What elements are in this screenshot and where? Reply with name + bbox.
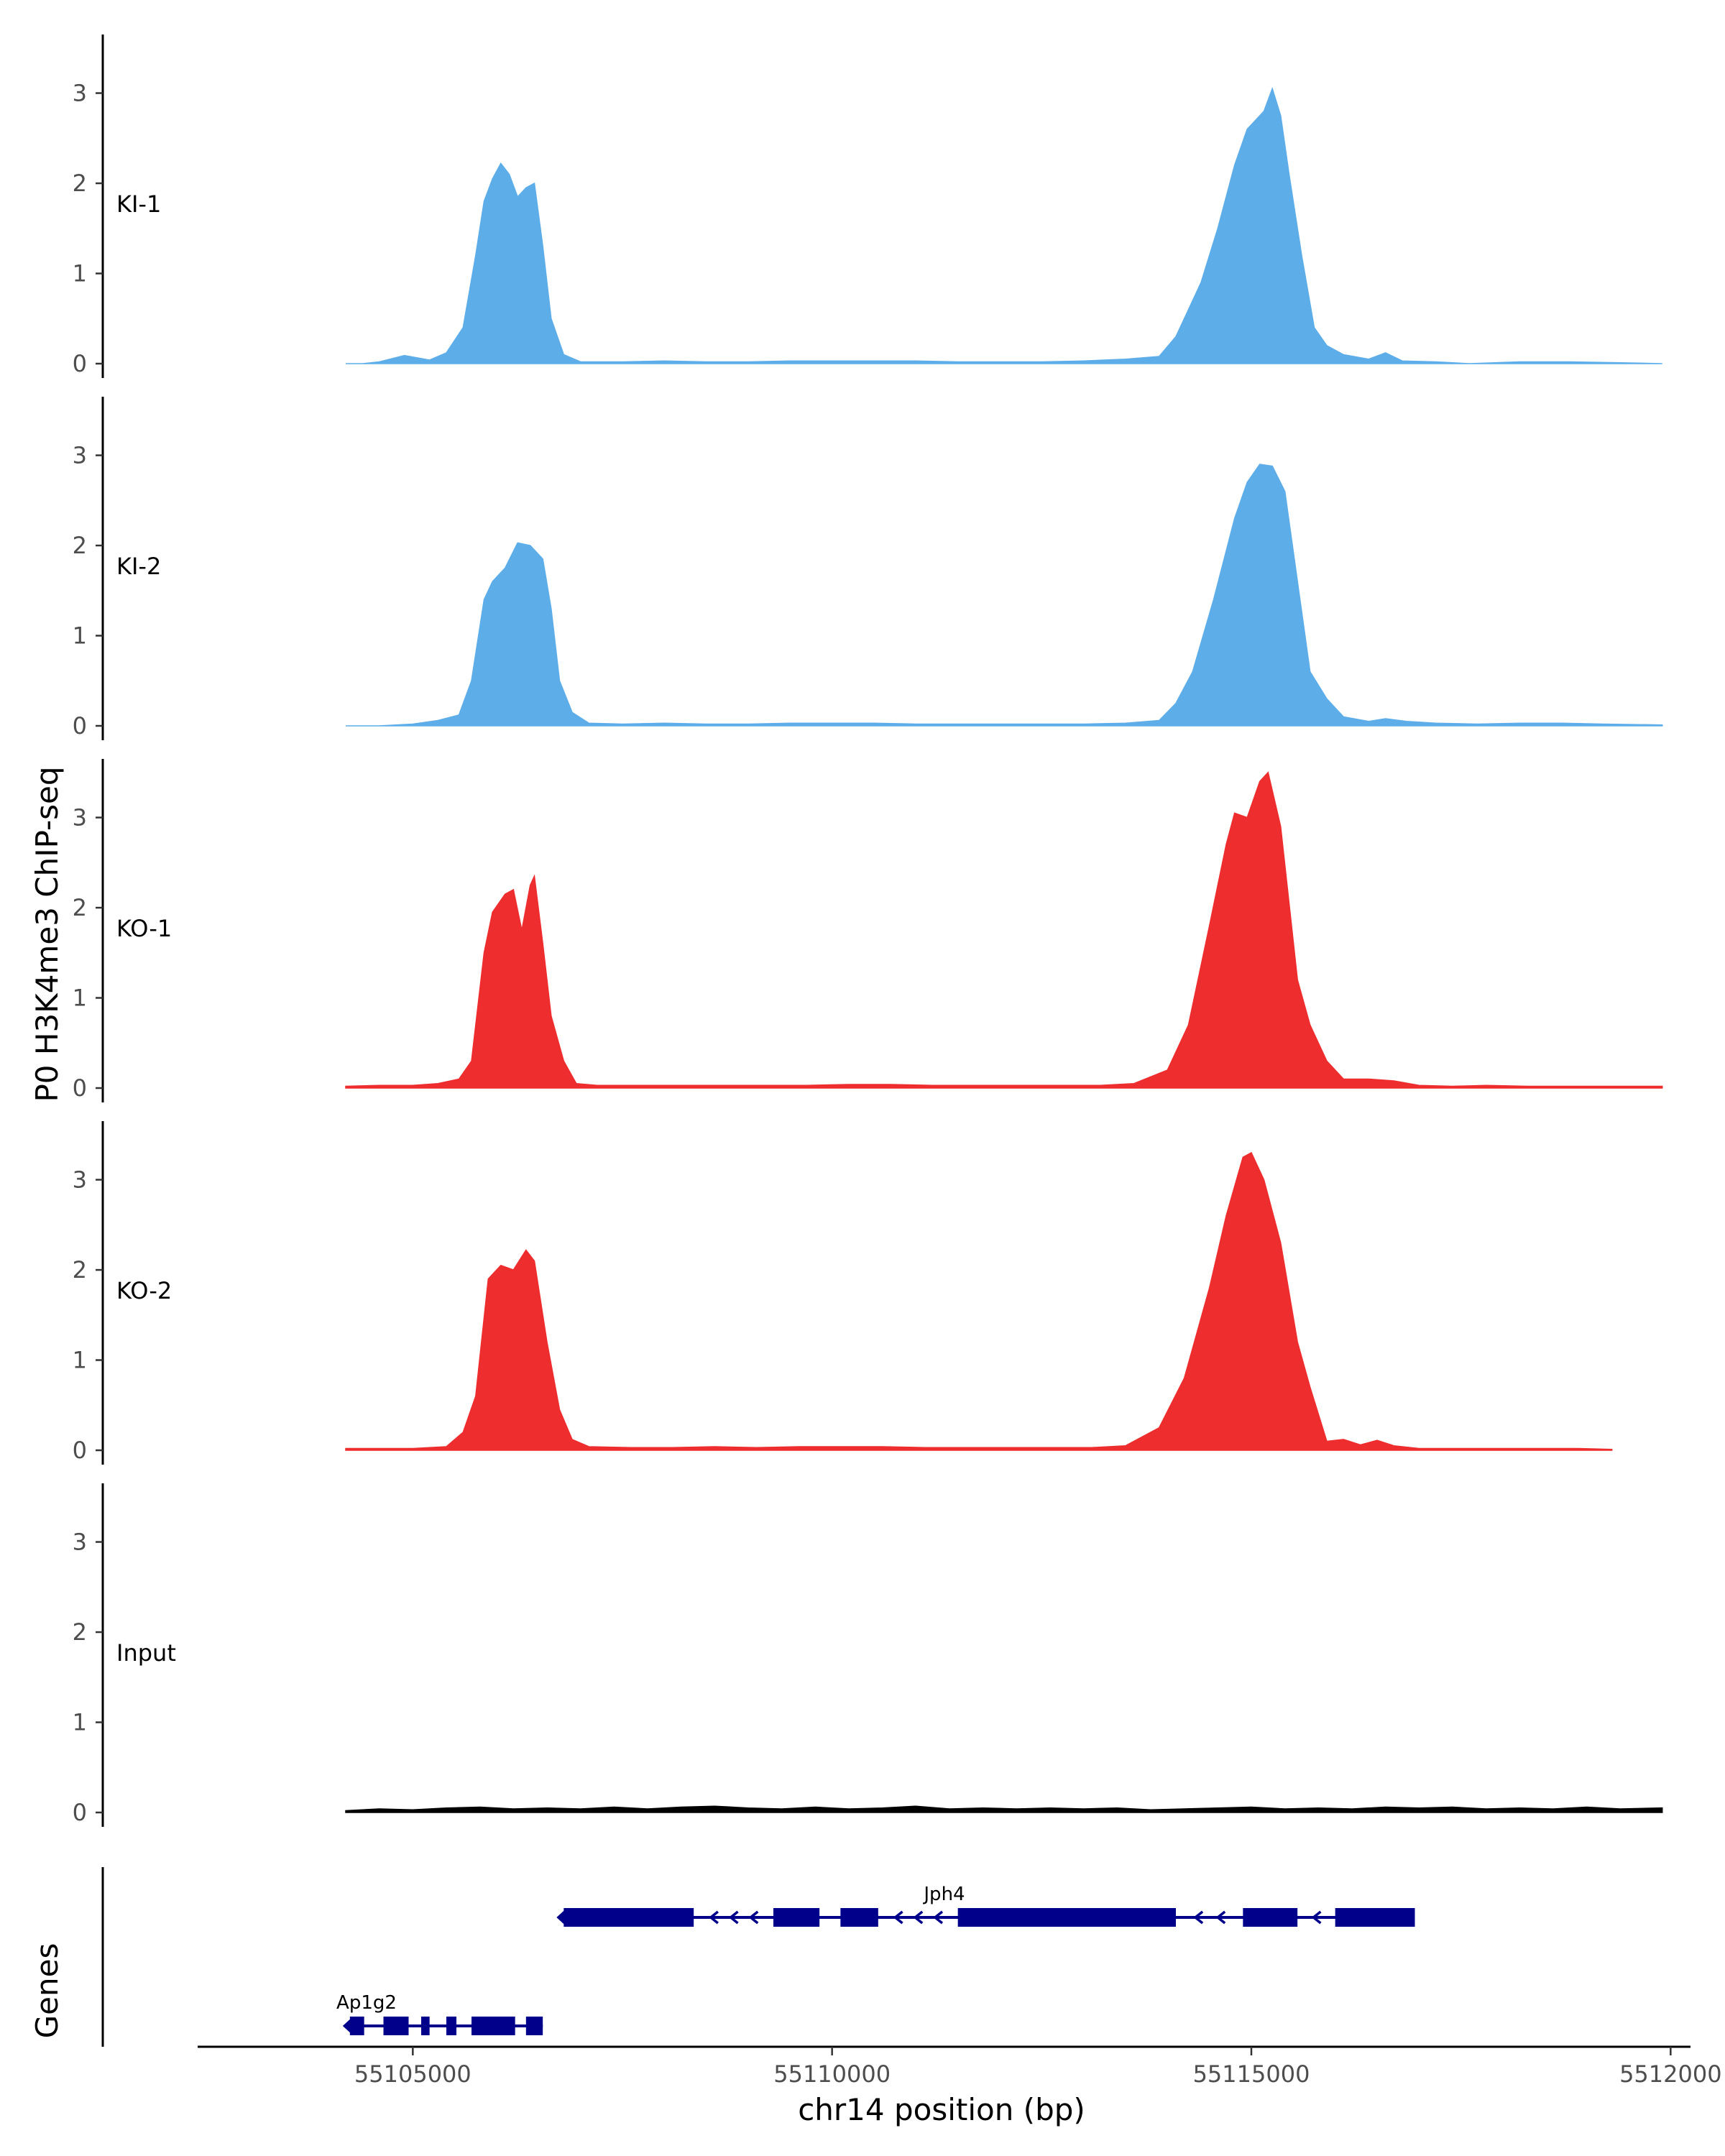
gene-exon [957, 1908, 1176, 1927]
x-tick-label: 55115000 [1193, 2060, 1310, 2088]
gene-exon [1243, 1908, 1298, 1927]
signal-area [346, 86, 1662, 364]
y-tick-label: 3 [73, 1166, 87, 1194]
gene-exon [421, 2017, 430, 2035]
y-tick-label: 2 [73, 170, 87, 197]
strand-arrow [913, 1910, 924, 1925]
signal-tracks: 0 1 2 3 KI-1 0 1 2 3 KI-2 0 1 2 3 KO-1 0 1 2 3 KO-2 0 1 2 3 Inpu… [73, 34, 1663, 1827]
gene-label: Jph4 [922, 1884, 965, 1905]
signal-area [345, 771, 1663, 1089]
gene-exon [446, 2017, 456, 2035]
track-ko-1: 0 1 2 3 KO-1 [73, 759, 1663, 1102]
y-tick-label: 1 [73, 260, 87, 287]
track-label: Input [116, 1639, 176, 1667]
y-tick-label: 2 [73, 1618, 87, 1646]
gene-exon [1335, 1908, 1415, 1927]
strand-arrow [1311, 1910, 1322, 1925]
track-label: KO-2 [116, 1277, 172, 1304]
y-tick-label: 3 [73, 1529, 87, 1556]
genes-axis-title: Genes [29, 1943, 65, 2039]
strand-arrow [933, 1910, 944, 1925]
gene-exon [383, 2017, 409, 2035]
y-tick-label: 0 [73, 1799, 87, 1826]
y-tick-label: 1 [73, 985, 87, 1012]
gene-exon [525, 2017, 543, 2035]
y-axis-title: P0 H3K4me3 ChIP-seq [29, 766, 65, 1102]
y-tick-label: 3 [73, 80, 87, 107]
track-label: KO-1 [116, 915, 172, 942]
y-tick-label: 2 [73, 532, 87, 559]
x-tick-label: 55110000 [773, 2060, 891, 2088]
strand-arrow [748, 1910, 759, 1925]
signal-area [346, 464, 1663, 727]
gene-annotation-track: Jph4 Ap1g2 [101, 1867, 1415, 2047]
gene-label: Ap1g2 [336, 1992, 397, 2014]
strand-arrow [1193, 1910, 1204, 1925]
y-tick-label: 1 [73, 622, 87, 650]
gene-exon [472, 2017, 515, 2035]
strand-head-arrow [342, 2018, 351, 2034]
strand-arrow [893, 1910, 903, 1925]
y-tick-label: 0 [73, 350, 87, 377]
y-tick-label: 2 [73, 894, 87, 921]
track-label: KI-1 [116, 190, 161, 218]
x-axis-title: chr14 position (bp) [798, 2092, 1085, 2127]
strand-arrow [709, 1910, 719, 1925]
y-tick-label: 2 [73, 1256, 87, 1284]
y-tick-label: 3 [73, 442, 87, 469]
strand-head-arrow [556, 1909, 566, 1925]
gene-exon [773, 1908, 820, 1927]
gene-ap1g2: Ap1g2 [336, 1992, 543, 2035]
gene-exon [840, 1908, 878, 1927]
track-ko-2: 0 1 2 3 KO-2 [73, 1121, 1613, 1465]
y-tick-label: 3 [73, 804, 87, 831]
gene-exon [349, 2017, 364, 2035]
y-tick-label: 0 [73, 1074, 87, 1102]
x-axis: 55105000 55110000 55115000 5512000 [198, 2045, 1722, 2088]
track-input: 0 1 2 3 Input [73, 1483, 1663, 1827]
signal-area [345, 1805, 1663, 1813]
strand-arrow [728, 1910, 739, 1925]
x-tick-label: 5512000 [1619, 2060, 1722, 2088]
signal-area [345, 1151, 1613, 1451]
gene-exon [564, 1908, 694, 1927]
strand-arrow [1215, 1910, 1226, 1925]
y-tick-label: 1 [73, 1709, 87, 1736]
track-label: KI-2 [116, 553, 161, 580]
y-tick-label: 0 [73, 1437, 87, 1464]
y-tick-label: 0 [73, 712, 87, 740]
x-tick-label: 55105000 [354, 2060, 472, 2088]
track-ki-1: 0 1 2 3 KI-1 [73, 34, 1662, 378]
gene-jph4: Jph4 [556, 1884, 1415, 1927]
track-ki-2: 0 1 2 3 KI-2 [73, 397, 1663, 740]
y-tick-label: 1 [73, 1347, 87, 1374]
